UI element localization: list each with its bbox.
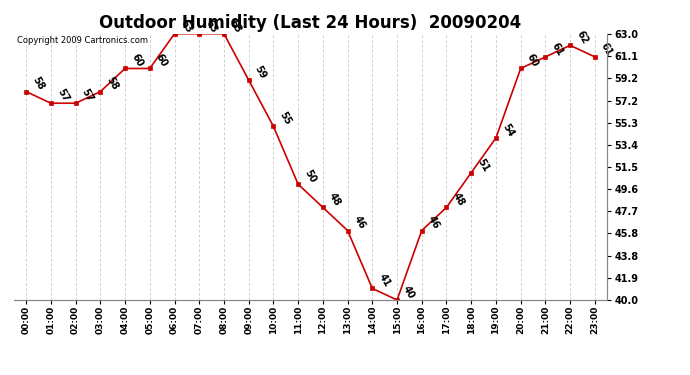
Text: 46: 46: [352, 214, 367, 231]
Text: 46: 46: [426, 214, 442, 231]
Text: 57: 57: [55, 87, 70, 104]
Text: 63: 63: [204, 18, 219, 34]
Text: 50: 50: [302, 168, 317, 185]
Text: 60: 60: [129, 53, 145, 69]
Text: 60: 60: [525, 53, 540, 69]
Text: Copyright 2009 Cartronics.com: Copyright 2009 Cartronics.com: [17, 36, 148, 45]
Text: 60: 60: [154, 53, 169, 69]
Text: 63: 63: [228, 18, 244, 34]
Text: 51: 51: [475, 157, 491, 173]
Text: 61: 61: [599, 41, 614, 57]
Text: 62: 62: [574, 29, 590, 46]
Text: 58: 58: [30, 75, 46, 92]
Text: 59: 59: [253, 64, 268, 81]
Title: Outdoor Humidity (Last 24 Hours)  20090204: Outdoor Humidity (Last 24 Hours) 2009020…: [99, 14, 522, 32]
Text: 54: 54: [500, 122, 515, 138]
Text: 55: 55: [277, 110, 293, 127]
Text: 61: 61: [549, 41, 565, 57]
Text: 63: 63: [179, 18, 194, 34]
Text: 41: 41: [377, 272, 392, 289]
Text: 40: 40: [401, 284, 417, 301]
Text: 58: 58: [104, 75, 120, 92]
Text: 57: 57: [80, 87, 95, 104]
Text: 48: 48: [327, 191, 342, 208]
Text: 48: 48: [451, 191, 466, 208]
